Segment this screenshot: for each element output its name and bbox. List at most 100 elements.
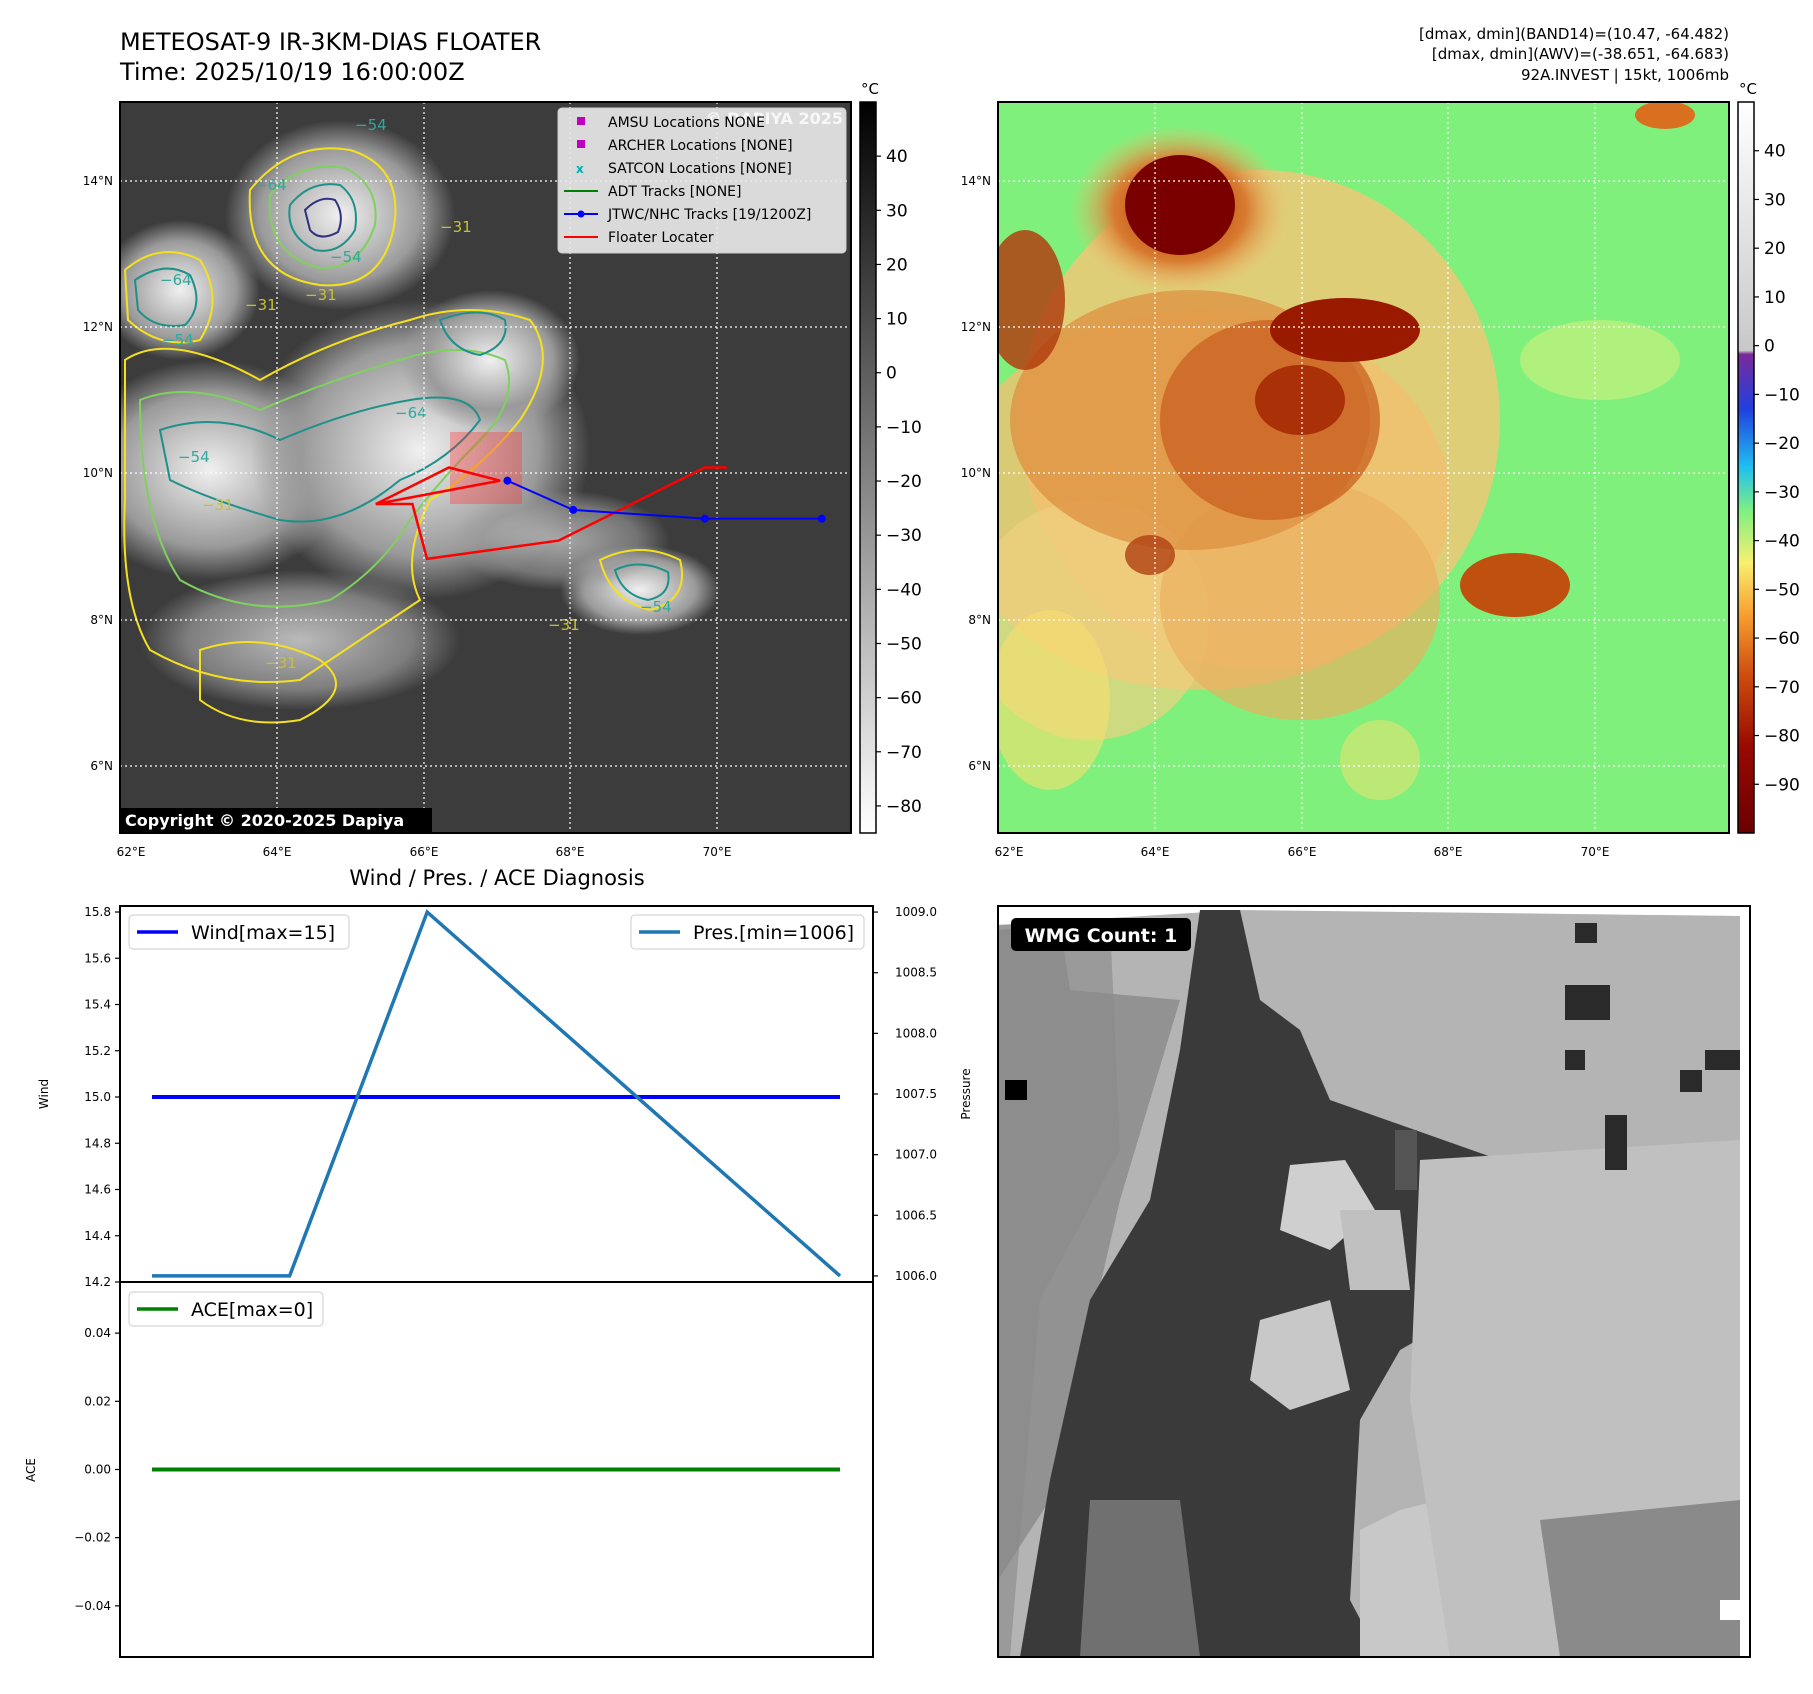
awv-colorbar-tick-label: −50	[1764, 580, 1800, 600]
ir-colorbar-tick-label: −20	[886, 472, 922, 492]
svg-text:70°E: 70°E	[1581, 845, 1610, 859]
ir-tracks	[375, 466, 826, 561]
wind-axis-tick-label: 15.6	[84, 951, 111, 965]
jtwc-track-point	[503, 476, 512, 485]
awv-colorbar-tick-label: −10	[1764, 385, 1800, 405]
ir-colorbar-tick-label: −50	[886, 634, 922, 654]
svg-text:14°N: 14°N	[961, 174, 991, 188]
diag-plot: 15.8 15.6 15.4 15.2 15.0 14.8 14.6 14.4 14.2 1009…	[74, 905, 937, 1613]
awv-lat-ticks: 14°N 12°N 10°N 8°N 6°N	[961, 174, 991, 773]
svg-text:12°N: 12°N	[961, 320, 991, 334]
svg-text:6°N: 6°N	[968, 759, 991, 773]
wmg-field	[998, 910, 1740, 1657]
awv-panel: 62°E 64°E 66°E 68°E 70°E 14°N 12°N 10°N …	[961, 80, 1800, 859]
legend-jtwc-label: JTWC/NHC Tracks [19/1200Z]	[607, 207, 811, 223]
awv-colorbar-tick-label: −20	[1764, 434, 1800, 454]
awv-colorbar-tick-label: 0	[1764, 337, 1775, 357]
pres-axis-tick-label: 1008.0	[895, 1026, 937, 1040]
ir-colorbar-tick-label: −60	[886, 689, 922, 709]
awv-colorbar-tick-label: 30	[1764, 190, 1786, 210]
legend-floater: Floater Locater	[564, 230, 714, 246]
awv-colorbar-tick-label: −60	[1764, 629, 1800, 649]
legend-archer: ARCHER Locations [NONE]	[577, 138, 793, 154]
awv-colorbar-unit: °C	[1739, 80, 1757, 98]
ir-colorbar-ticks: 40 30 20 10 0 −10 −20 −30 −40 −50 −60 −70 −80	[876, 147, 922, 817]
info-band14: [dmax, dmin](BAND14)=(10.47, -64.482)	[1419, 25, 1729, 43]
legend-amsu: AMSU Locations NONE	[577, 115, 765, 131]
legend-adt-label: ADT Tracks [NONE]	[608, 184, 741, 200]
pres-axis-tick-label: 1007.0	[895, 1148, 937, 1162]
svg-text:66°E: 66°E	[1288, 845, 1317, 859]
svg-text:−31: −31	[440, 218, 472, 236]
ace-legend: ACE[max=0]	[128, 1291, 324, 1327]
pres-axis-tick-label: 1008.5	[895, 966, 937, 980]
svg-text:−64: −64	[395, 404, 427, 422]
pres-axis-tick-label: 1006.0	[895, 1269, 937, 1283]
ir-colorbar-tick-label: 20	[886, 255, 908, 275]
awv-field	[998, 102, 1695, 800]
awv-gridlines	[998, 102, 1729, 833]
svg-text:−54: −54	[178, 448, 210, 466]
svg-text:62°E: 62°E	[117, 845, 146, 859]
svg-text:−54: −54	[355, 116, 387, 134]
wind-legend-label: Wind[max=15]	[191, 922, 335, 944]
ir-legend: © DAPIYA 2025 AMSU Locations NONE ARCHER…	[557, 107, 847, 254]
svg-text:8°N: 8°N	[90, 613, 113, 627]
svg-text:10°N: 10°N	[961, 466, 991, 480]
svg-text:64°E: 64°E	[1141, 845, 1170, 859]
awv-colorbar-tick-label: 20	[1764, 239, 1786, 259]
svg-text:−31: −31	[245, 296, 277, 314]
wind-ylabel: Wind	[37, 1079, 51, 1109]
svg-text:64°E: 64°E	[263, 845, 292, 859]
jtwc-track-line	[507, 479, 822, 520]
pres-ylabel: Pressure	[959, 1068, 973, 1119]
ir-colorbar-tick-label: −30	[886, 526, 922, 546]
svg-text:66°E: 66°E	[410, 845, 439, 859]
ir-colorbar-tick-label: 10	[886, 310, 908, 330]
wind-axis-tick-label: 15.8	[84, 905, 111, 919]
ir-cloud-field	[120, 120, 720, 710]
wind-axis-tick-label: 14.6	[84, 1183, 111, 1197]
legend-adt: ADT Tracks [NONE]	[564, 184, 741, 200]
pres-axis-tick-label: 1007.5	[895, 1087, 937, 1101]
jtwc-track-point	[569, 505, 578, 514]
svg-text:68°E: 68°E	[556, 845, 585, 859]
awv-colorbar-tick-label: −40	[1764, 532, 1800, 552]
ir-frame	[119, 101, 852, 834]
amsu-marker-icon	[577, 117, 585, 125]
svg-text:12°N: 12°N	[83, 320, 113, 334]
wind-axes-frame	[119, 905, 874, 1283]
ir-contour-labels: −64 −54 −31 −54 −31 −64 −54 −31 −54 −31 …	[160, 116, 672, 672]
ir-watermark: © DAPIYA 2025	[706, 109, 843, 128]
ir-colorbar-tick-label: 40	[886, 147, 908, 167]
ir-colorbar-tick-label: −70	[886, 743, 922, 763]
floater-box	[450, 432, 522, 504]
wind-axis-tick-label: 14.2	[84, 1275, 111, 1289]
awv-colorbar-tick-label: −70	[1764, 678, 1800, 698]
svg-text:6°N: 6°N	[90, 759, 113, 773]
svg-text:14°N: 14°N	[83, 174, 113, 188]
wmg-frame	[997, 905, 1751, 1658]
floater-locater-track	[375, 466, 727, 561]
ir-colorbar-tick-label: −10	[886, 418, 922, 438]
wmg-panel: WMG Count: 1	[997, 905, 1751, 1658]
svg-text:8°N: 8°N	[968, 613, 991, 627]
ace-ylabel: ACE	[24, 1458, 38, 1482]
svg-text:68°E: 68°E	[1434, 845, 1463, 859]
ir-contours	[123, 147, 683, 724]
wind-axis-tick-label: 15.4	[84, 998, 111, 1012]
pres-legend-label: Pres.[min=1006]	[693, 922, 854, 944]
ir-lon-ticks: 62°E 64°E 66°E 68°E 70°E	[117, 845, 732, 859]
awv-colorbar-ticks: 40 30 20 10 0 −10 −20 −30 −40 −50 −60 −70 −80 −90	[1754, 142, 1800, 795]
awv-colorbar	[1737, 101, 1755, 834]
figure-time: Time: 2025/10/19 16:00:00Z	[119, 58, 465, 86]
ace-axis-tick-label: 0.04	[84, 1326, 111, 1340]
copyright: Copyright © 2020-2025 Dapiya	[125, 811, 404, 830]
satcon-marker-icon: x	[576, 162, 584, 176]
ir-lat-ticks: 14°N 12°N 10°N 8°N 6°N	[83, 174, 113, 773]
pres-axis-tick-label: 1009.0	[895, 905, 937, 919]
figure-title: METEOSAT-9 IR-3KM-DIAS FLOATER	[120, 28, 541, 56]
ace-legend-label: ACE[max=0]	[191, 1299, 313, 1321]
pressure-series-line	[152, 909, 842, 1278]
svg-text:−54: −54	[330, 248, 362, 266]
